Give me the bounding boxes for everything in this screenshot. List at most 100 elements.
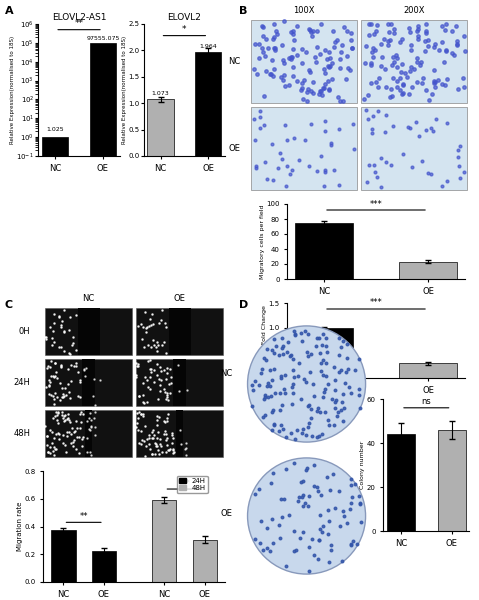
Point (165, 379, 172, 389)
Point (427, 170, 435, 179)
Point (295, 359, 302, 368)
Point (424, 168, 432, 178)
Point (56, 342, 63, 352)
Point (288, 382, 296, 391)
Bar (90, 43, 116, 600)
Point (52, 444, 60, 454)
Point (147, 355, 154, 365)
Point (393, 82, 401, 91)
Point (59, 413, 67, 423)
Point (168, 430, 176, 440)
Point (309, 77, 317, 87)
Point (305, 25, 313, 34)
Point (146, 322, 153, 331)
Point (453, 40, 461, 50)
Point (347, 28, 355, 38)
Point (176, 425, 184, 434)
Point (330, 469, 337, 478)
Text: B: B (240, 6, 248, 16)
Point (46, 380, 53, 390)
Point (442, 25, 449, 35)
Point (438, 181, 445, 191)
Point (321, 165, 329, 175)
Point (385, 27, 392, 37)
Point (405, 23, 413, 33)
Point (328, 74, 336, 84)
Point (407, 66, 414, 76)
Point (318, 86, 325, 95)
Point (182, 443, 190, 453)
Point (321, 127, 329, 136)
Point (375, 82, 382, 92)
Point (277, 494, 285, 503)
Point (335, 407, 342, 416)
Point (147, 364, 154, 373)
Point (335, 180, 342, 190)
Point (170, 447, 178, 457)
Point (324, 76, 332, 85)
Ellipse shape (248, 326, 365, 442)
Point (338, 40, 346, 50)
Point (460, 31, 468, 41)
Point (315, 89, 323, 99)
Point (357, 517, 365, 527)
Point (393, 76, 400, 86)
Point (276, 406, 284, 415)
Point (148, 433, 156, 442)
Point (44, 440, 51, 450)
Bar (173, 359, 186, 406)
Point (50, 310, 57, 319)
Point (377, 40, 385, 49)
Point (279, 424, 286, 433)
Point (330, 42, 337, 52)
Point (57, 343, 65, 352)
Point (154, 394, 161, 404)
Point (160, 384, 168, 394)
Point (369, 111, 376, 121)
Point (305, 491, 312, 501)
Bar (45, 410, 132, 457)
Point (50, 442, 57, 452)
Point (319, 83, 327, 92)
Point (133, 418, 141, 428)
Point (156, 439, 164, 448)
Point (347, 499, 354, 508)
Point (343, 353, 351, 363)
Point (431, 82, 439, 91)
Point (70, 427, 78, 437)
Point (396, 38, 404, 47)
Point (341, 403, 348, 413)
Point (398, 89, 406, 99)
Point (48, 439, 56, 448)
Point (90, 413, 98, 422)
Point (278, 512, 286, 522)
Point (153, 338, 161, 347)
Point (74, 391, 81, 400)
Point (269, 469, 277, 478)
Bar (136, 410, 223, 457)
Point (330, 26, 337, 36)
Point (182, 444, 189, 454)
Point (50, 318, 58, 328)
Point (164, 409, 172, 419)
Point (290, 373, 297, 382)
Point (331, 37, 339, 47)
Point (295, 155, 303, 165)
Point (137, 409, 145, 419)
Text: 97555.075: 97555.075 (86, 36, 120, 41)
Point (248, 401, 256, 410)
Point (331, 503, 339, 512)
Point (343, 339, 351, 349)
Point (396, 73, 404, 82)
Point (429, 89, 436, 99)
Point (57, 395, 64, 404)
Point (86, 408, 93, 418)
Point (162, 447, 170, 457)
Point (345, 382, 353, 392)
Point (251, 534, 259, 544)
Point (87, 421, 94, 431)
Point (251, 376, 259, 386)
Point (294, 76, 301, 86)
Point (319, 527, 326, 536)
Point (305, 400, 313, 410)
